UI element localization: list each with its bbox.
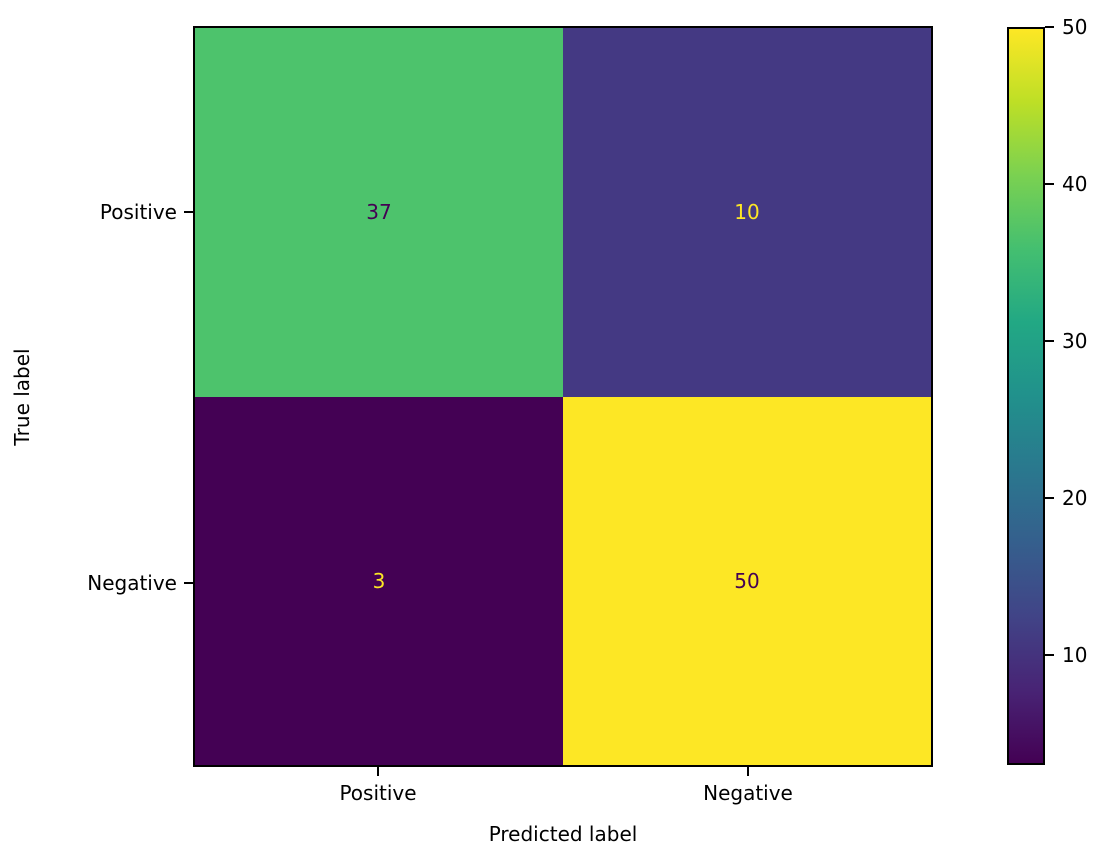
ytick-label-negative: Negative (87, 571, 177, 595)
ytick-mark-negative (184, 582, 193, 584)
ytick-label-positive: Positive (99, 200, 177, 224)
cbar-tick-mark-50 (1045, 26, 1054, 28)
cbar-tick-mark-20 (1045, 497, 1054, 499)
xtick-mark-positive (377, 767, 379, 776)
cbar-tick-label-20: 20 (1062, 486, 1088, 510)
cell-false-negative: 10 (563, 28, 931, 397)
colorbar-gradient (1007, 27, 1045, 765)
cell-false-positive: 3 (195, 396, 563, 765)
cbar-tick-mark-30 (1045, 340, 1054, 342)
cell-true-negative: 50 (563, 396, 931, 765)
y-axis-title: True label (10, 348, 34, 446)
xtick-label-negative: Negative (703, 781, 793, 805)
xtick-mark-negative (747, 767, 749, 776)
ytick-mark-positive (184, 211, 193, 213)
cbar-tick-mark-40 (1045, 183, 1054, 185)
cbar-tick-label-50: 50 (1062, 15, 1088, 39)
cell-true-positive: 37 (195, 28, 563, 397)
cbar-tick-mark-10 (1045, 654, 1054, 656)
xtick-label-positive: Positive (339, 781, 417, 805)
cbar-tick-label-10: 10 (1062, 643, 1088, 667)
x-axis-title: Predicted label (488, 822, 638, 846)
cbar-tick-label-30: 30 (1062, 329, 1088, 353)
heatmap-axes: 37 10 3 50 (193, 26, 933, 767)
cbar-tick-label-40: 40 (1062, 172, 1088, 196)
